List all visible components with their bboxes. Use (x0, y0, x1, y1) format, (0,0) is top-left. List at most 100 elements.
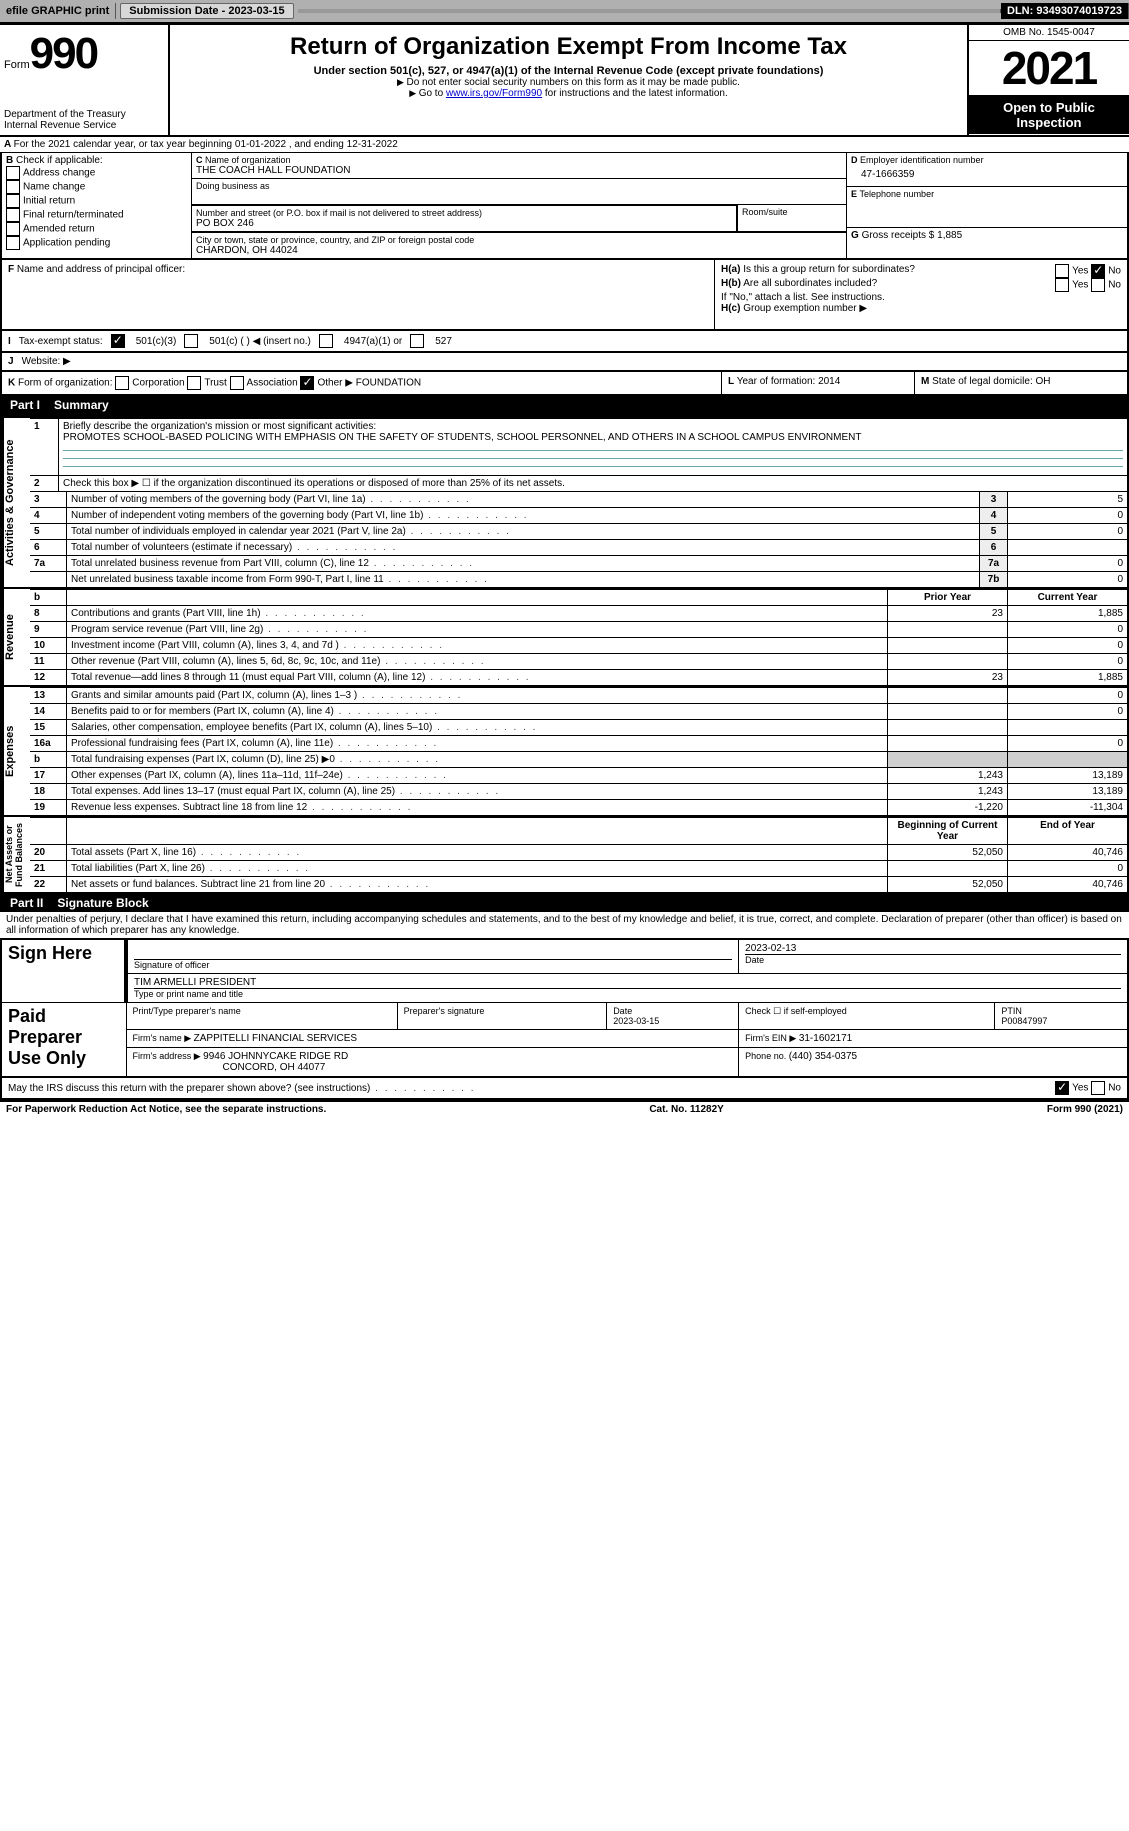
signature-table: Sign Here Signature of officer 2023-02-1… (0, 938, 1129, 1078)
irs-link[interactable]: www.irs.gov/Form990 (446, 88, 542, 99)
chk-ha-no[interactable] (1091, 264, 1105, 278)
dba-label: Doing business as (196, 181, 842, 191)
page-footer: For Paperwork Reduction Act Notice, see … (0, 1100, 1129, 1117)
chk-amended[interactable] (6, 222, 20, 236)
data-row: 20Total assets (Part X, line 16)52,05040… (30, 844, 1127, 860)
open-public: Open to Public Inspection (969, 96, 1129, 134)
chk-4947[interactable] (319, 334, 333, 348)
ag-row: 3Number of voting members of the governi… (30, 491, 1127, 507)
data-row: 9Program service revenue (Part VIII, lin… (30, 621, 1127, 637)
side-rev: Revenue (2, 589, 30, 685)
data-row: 16aProfessional fundraising fees (Part I… (30, 735, 1127, 751)
header-left: Form990 Department of the Treasury Inter… (0, 25, 170, 135)
officer-name: TIM ARMELLI PRESIDENT (134, 977, 1121, 988)
chk-initial-return[interactable] (6, 194, 20, 208)
data-row: 14Benefits paid to or for members (Part … (30, 703, 1127, 719)
data-row: 18Total expenses. Add lines 13–17 (must … (30, 783, 1127, 799)
top-toolbar: efile GRAPHIC print Submission Date - 20… (0, 0, 1129, 23)
tax-year: 2021 (969, 41, 1129, 96)
officer-sig-date: 2023-02-13 (745, 943, 1121, 954)
ag-row: 6Total number of volunteers (estimate if… (30, 539, 1127, 555)
chk-name-change[interactable] (6, 180, 20, 194)
header-right: OMB No. 1545-0047 2021 Open to Public In… (967, 25, 1129, 135)
chk-hb-yes[interactable] (1055, 278, 1069, 292)
data-row: 12Total revenue—add lines 8 through 11 (… (30, 669, 1127, 685)
dln-label: DLN: 93493074019723 (1001, 3, 1129, 19)
toolbar-spacer (298, 9, 1001, 13)
data-row: 15Salaries, other compensation, employee… (30, 719, 1127, 735)
chk-ha-yes[interactable] (1055, 264, 1069, 278)
chk-501c3[interactable] (111, 334, 125, 348)
data-row: 13Grants and similar amounts paid (Part … (30, 687, 1127, 703)
form-title: Return of Organization Exempt From Incom… (180, 33, 957, 61)
city: CHARDON, OH 44024 (196, 245, 842, 256)
mission-text: PROMOTES SCHOOL-BASED POLICING WITH EMPH… (63, 432, 861, 443)
parti-body: Activities & Governance 1 Briefly descri… (0, 414, 1129, 894)
room-label: Room/suite (742, 207, 842, 217)
section-exp: Expenses 13Grants and similar amounts pa… (2, 685, 1127, 815)
data-row: 22Net assets or fund balances. Subtract … (30, 876, 1127, 892)
chk-final-return[interactable] (6, 208, 20, 222)
chk-discuss-yes[interactable] (1055, 1081, 1069, 1095)
data-row: 11Other revenue (Part VIII, column (A), … (30, 653, 1127, 669)
header-mid: Return of Organization Exempt From Incom… (170, 25, 967, 135)
f-label: Name and address of principal officer: (17, 264, 185, 275)
note-goto: Go to www.irs.gov/Form990 for instructio… (180, 88, 957, 99)
line2: 2 Check this box ▶ ☐ if the organization… (30, 475, 1127, 491)
form-subtitle: Under section 501(c), 527, or 4947(a)(1)… (180, 65, 957, 77)
col-b: B Check if applicable: Address change Na… (2, 153, 192, 258)
entity-block: B Check if applicable: Address change Na… (0, 153, 1129, 260)
chk-corp[interactable] (115, 376, 129, 390)
chk-501c[interactable] (184, 334, 198, 348)
data-row: bTotal fundraising expenses (Part IX, co… (30, 751, 1127, 767)
data-row: 8Contributions and grants (Part VIII, li… (30, 605, 1127, 621)
data-row: 10Investment income (Part VIII, column (… (30, 637, 1127, 653)
data-row: 21Total liabilities (Part X, line 26)0 (30, 860, 1127, 876)
submission-date-btn[interactable]: Submission Date - 2023-03-15 (120, 3, 293, 19)
chk-app-pending[interactable] (6, 236, 20, 250)
col-deg: D Employer identification number 47-1666… (847, 153, 1127, 258)
discuss-row: May the IRS discuss this return with the… (0, 1078, 1129, 1100)
omb-label: OMB No. 1545-0047 (969, 25, 1129, 41)
ein: 47-1666359 (851, 165, 1123, 184)
org-name: THE COACH HALL FOUNDATION (196, 165, 842, 176)
note-ssn: Do not enter social security numbers on … (180, 77, 957, 88)
dept-label: Department of the Treasury Internal Reve… (4, 109, 164, 131)
gross-receipts: 1,885 (937, 230, 962, 241)
chk-assoc[interactable] (230, 376, 244, 390)
k-other-val: FOUNDATION (356, 378, 421, 389)
chk-trust[interactable] (187, 376, 201, 390)
chk-other[interactable] (300, 376, 314, 390)
paid-preparer: Paid Preparer Use Only (1, 1003, 126, 1078)
side-exp: Expenses (2, 687, 30, 815)
row-i: I Tax-exempt status: 501(c)(3) 501(c) ( … (0, 331, 1129, 353)
partii-header: Part II Signature Block (0, 894, 1129, 912)
col-c: C Name of organization THE COACH HALL FO… (192, 153, 847, 258)
parti-header: Part I Summary (0, 396, 1129, 414)
ag-row: 7aTotal unrelated business revenue from … (30, 555, 1127, 571)
ag-row: 5Total number of individuals employed in… (30, 523, 1127, 539)
section-rev: Revenue b Prior Year Current Year 8Contr… (2, 587, 1127, 685)
ag-row: 4Number of independent voting members of… (30, 507, 1127, 523)
data-row: 19Revenue less expenses. Subtract line 1… (30, 799, 1127, 815)
row-fh: F Name and address of principal officer:… (0, 260, 1129, 331)
line-a: A For the 2021 calendar year, or tax yea… (0, 137, 1129, 153)
sign-here: Sign Here (1, 939, 126, 1003)
section-na: Net Assets or Fund Balances Beginning of… (2, 815, 1127, 892)
h-note: If "No," attach a list. See instructions… (721, 292, 1121, 303)
chk-address-change[interactable] (6, 166, 20, 180)
city-label: City or town, state or province, country… (196, 235, 842, 245)
ag-row: Net unrelated business taxable income fr… (30, 571, 1127, 587)
chk-discuss-no[interactable] (1091, 1081, 1105, 1095)
side-ag: Activities & Governance (2, 418, 30, 587)
addr: PO BOX 246 (196, 218, 732, 229)
row-klm: K Form of organization: Corporation Trus… (0, 372, 1129, 396)
na-header: Beginning of Current Year End of Year (30, 817, 1127, 844)
chk-527[interactable] (410, 334, 424, 348)
section-ag: Activities & Governance 1 Briefly descri… (2, 416, 1127, 587)
addr-label: Number and street (or P.O. box if mail i… (196, 208, 732, 218)
data-row: 17Other expenses (Part IX, column (A), l… (30, 767, 1127, 783)
row-j: J Website: ▶ (0, 353, 1129, 372)
jurat: Under penalties of perjury, I declare th… (0, 912, 1129, 938)
chk-hb-no[interactable] (1091, 278, 1105, 292)
